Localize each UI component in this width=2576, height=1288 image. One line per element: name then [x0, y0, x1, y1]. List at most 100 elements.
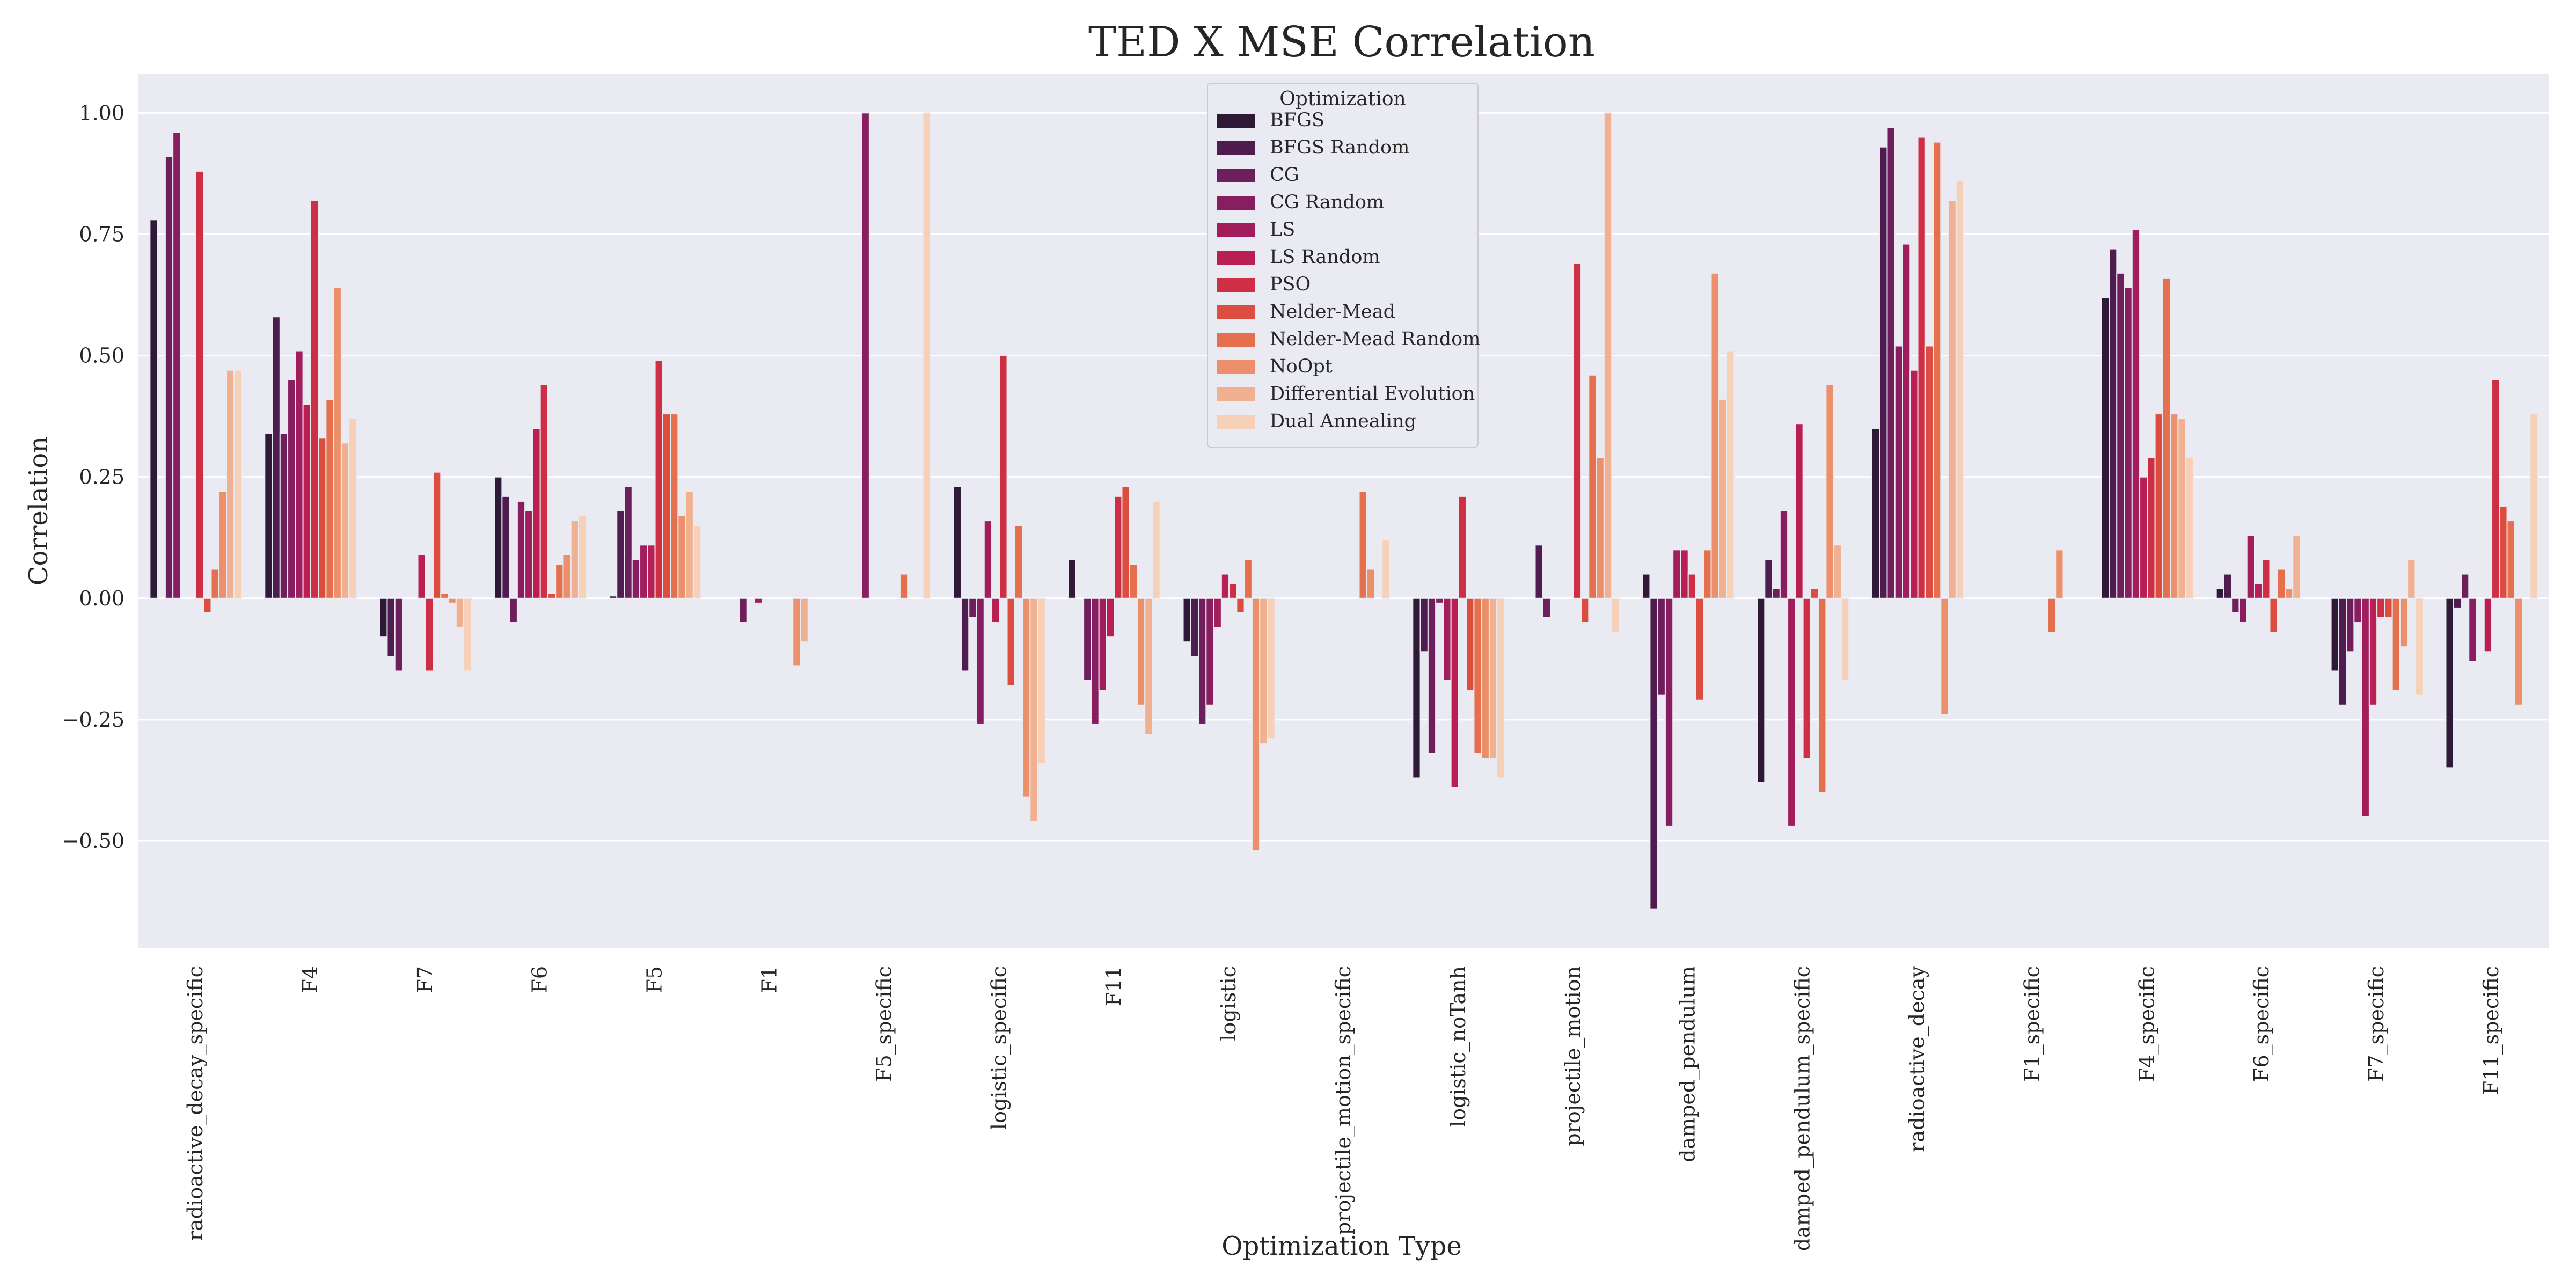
- bar-logistic-pso: [1228, 583, 1238, 599]
- bar-F6-noopt: [562, 554, 572, 599]
- bar-F5-differential-evolution: [685, 491, 694, 599]
- x-tick-label: F1_specific: [2020, 966, 2044, 1082]
- legend-box: [1207, 83, 1479, 448]
- bar-projectile_motion-nelder-mead: [1580, 597, 1590, 624]
- bar-damped_pendulum_specific-bfgs-random: [1764, 559, 1773, 599]
- bar-damped_pendulum-nelder-mead: [1695, 597, 1704, 701]
- bar-radioactive_decay-bfgs-random: [1879, 146, 1888, 599]
- bar-logistic-bfgs-random: [1190, 597, 1199, 657]
- x-tick-label: F7_specific: [2365, 966, 2389, 1082]
- x-tick-label: damped_pendulum: [1676, 966, 1700, 1162]
- bar-F6-nelder-mead-random: [555, 564, 564, 599]
- x-tick-label: F11_specific: [2479, 966, 2504, 1095]
- bar-F7-nelder-mead: [433, 471, 442, 599]
- y-tick-label: −0.50: [62, 829, 125, 853]
- bar-logistic_noTanh-differential-evolution: [1488, 597, 1498, 759]
- bar-F11_specific-cg: [2461, 573, 2470, 599]
- bar-F6-dual-annealing: [577, 515, 587, 599]
- bar-damped_pendulum-noopt: [1710, 272, 1719, 599]
- bar-F4-ls: [295, 350, 304, 599]
- bar-logistic_specific-nelder-mead: [1006, 597, 1015, 686]
- bar-damped_pendulum_specific-nelder-mead: [1810, 588, 1819, 599]
- bar-logistic_noTanh-dual-annealing: [1496, 597, 1505, 779]
- bar-damped_pendulum-pso: [1687, 573, 1696, 599]
- bar-damped_pendulum-nelder-mead-random: [1703, 549, 1712, 599]
- x-tick-label: F6: [528, 966, 552, 993]
- legend-swatch: [1217, 415, 1255, 429]
- bar-damped_pendulum-ls-random: [1680, 549, 1689, 599]
- bar-F11_specific-bfgs-random: [2453, 597, 2462, 609]
- bar-radioactive_decay_specific-pso: [195, 170, 204, 599]
- bar-F11-noopt: [1136, 597, 1146, 706]
- bar-radioactive_decay_specific-nelder-mead: [203, 597, 212, 613]
- legend-entry: Nelder-Mead: [1270, 301, 1395, 323]
- y-tick-label: 0.50: [79, 344, 125, 368]
- bar-F7-noopt: [448, 597, 457, 604]
- bar-logistic_noTanh-ls-random: [1450, 597, 1459, 788]
- bar-logistic-nelder-mead: [1236, 597, 1245, 613]
- bar-logistic_noTanh-nelder-mead: [1466, 597, 1475, 691]
- bar-damped_pendulum_specific-noopt: [1825, 384, 1834, 599]
- bar-F7-dual-annealing: [463, 597, 472, 672]
- bar-radioactive_decay-pso: [1917, 136, 1926, 599]
- bar-radioactive_decay-nelder-mead-random: [1933, 141, 1942, 599]
- bar-logistic_specific-pso: [999, 355, 1008, 599]
- bar-F1-ls: [753, 597, 763, 604]
- bar-radioactive_decay_specific-dual-annealing: [233, 369, 243, 599]
- bar-damped_pendulum_specific-cg-random: [1779, 510, 1789, 599]
- bar-F5_specific-nelder-mead-random: [899, 573, 909, 599]
- bar-damped_pendulum_specific-ls-random: [1795, 423, 1804, 599]
- y-tick-label: 0.75: [79, 222, 125, 246]
- bar-F11_specific-noopt: [2514, 597, 2523, 706]
- bar-logistic-differential-evolution: [1259, 597, 1268, 745]
- legend-swatch: [1217, 141, 1255, 155]
- bar-radioactive_decay_specific-noopt: [218, 491, 227, 599]
- legend-swatch: [1217, 114, 1255, 128]
- bar-damped_pendulum_specific-differential-evolution: [1833, 544, 1842, 599]
- bar-logistic_specific-nelder-mead-random: [1014, 525, 1023, 599]
- bar-F11-cg-random: [1091, 597, 1100, 725]
- bar-F6_specific-cg: [2231, 597, 2240, 613]
- bar-projectile_motion-bfgs-random: [1534, 544, 1543, 599]
- bar-logistic_noTanh-ls: [1443, 597, 1452, 682]
- bar-F4_specific-differential-evolution: [2177, 418, 2186, 599]
- legend-entry: Nelder-Mead Random: [1270, 328, 1480, 350]
- bar-F7_specific-noopt: [2399, 597, 2409, 648]
- bar-F7_specific-ls-random: [2368, 597, 2378, 706]
- bar-damped_pendulum-bfgs-random: [1649, 597, 1658, 910]
- bar-F6_specific-ls: [2246, 535, 2255, 599]
- bar-logistic_noTanh-pso: [1458, 495, 1467, 599]
- bar-F4-nelder-mead: [318, 437, 327, 599]
- x-tick-label: F1: [757, 966, 781, 993]
- bar-F4-pso: [310, 200, 319, 599]
- bar-radioactive_decay-noopt: [1940, 597, 1949, 715]
- bar-projectile_motion_specific-noopt: [1366, 568, 1375, 599]
- bar-F6_specific-nelder-mead-random: [2277, 568, 2286, 599]
- legend-entry: LS Random: [1270, 246, 1380, 268]
- bar-F4_specific-nelder-mead: [2154, 413, 2163, 599]
- chart-title: TED X MSE Correlation: [1088, 18, 1595, 67]
- legend-entry: BFGS Random: [1270, 137, 1409, 158]
- bar-F1_specific-nelder-mead-random: [2047, 597, 2057, 633]
- bar-radioactive_decay-cg: [1886, 127, 1896, 599]
- bar-F5-dual-annealing: [692, 525, 702, 599]
- bar-F7_specific-nelder-mead-random: [2391, 597, 2401, 691]
- bar-radioactive_decay_specific-bfgs: [149, 219, 158, 599]
- bar-F5-cg-random: [631, 559, 641, 599]
- bar-projectile_motion_specific-dual-annealing: [1381, 539, 1391, 599]
- bar-F6_specific-ls-random: [2253, 583, 2263, 599]
- bar-F4_specific-ls: [2131, 229, 2141, 599]
- bar-F11_specific-pso: [2491, 379, 2500, 599]
- bar-F5-nelder-mead: [662, 413, 671, 599]
- bar-F4-noopt: [333, 287, 342, 599]
- bar-F4_specific-nelder-mead-random: [2162, 277, 2171, 599]
- bar-radioactive_decay-cg-random: [1894, 345, 1904, 599]
- y-axis-label: Correlation: [24, 436, 54, 586]
- bar-radioactive_decay_specific-cg: [164, 156, 174, 599]
- bar-logistic_noTanh-cg: [1427, 597, 1437, 755]
- x-tick-label: F7: [413, 966, 437, 993]
- legend-swatch: [1217, 333, 1255, 347]
- x-tick-label: logistic: [1217, 966, 1240, 1041]
- bar-F4_specific-dual-annealing: [2185, 457, 2194, 599]
- x-tick-label: radioactive_decay_specific: [184, 966, 208, 1241]
